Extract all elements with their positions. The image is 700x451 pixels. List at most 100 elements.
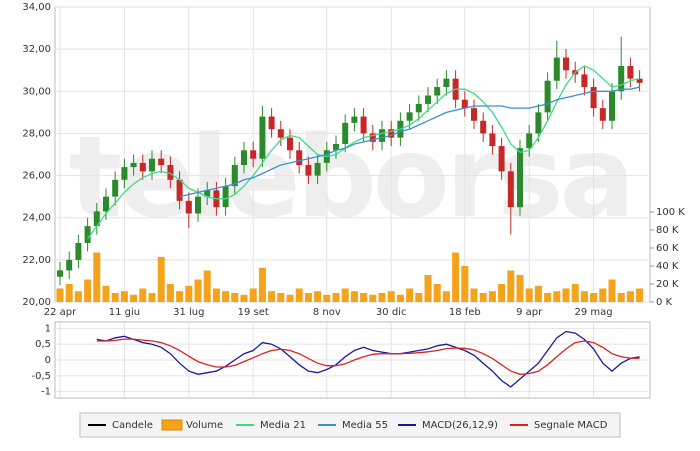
volume-bar (553, 291, 561, 302)
y2-tick-label: 20 K (656, 279, 679, 290)
volume-bar (295, 288, 303, 302)
candle-body (158, 158, 165, 166)
candle-body (139, 162, 146, 172)
volume-bar (148, 293, 156, 302)
volume-bar (268, 291, 276, 302)
y-tick-label: 34,00 (22, 2, 51, 13)
candle-body (103, 196, 109, 212)
x-tick-label: 18 feb (449, 307, 481, 318)
candle-body (517, 148, 523, 208)
candle-body (581, 74, 588, 88)
candle-body (351, 116, 358, 123)
volume-bar (470, 288, 478, 302)
candle-body (333, 143, 339, 151)
volume-bar (194, 279, 202, 302)
candle-body (489, 133, 496, 147)
candle-body (75, 243, 82, 260)
volume-bar (415, 293, 423, 302)
candle-body (369, 133, 376, 142)
candle-body (461, 99, 468, 109)
line-series (96, 338, 640, 375)
volume-bar (314, 291, 322, 302)
volume-bar (341, 288, 349, 302)
volume-bar (369, 294, 377, 302)
macd-tick-label: -1 (41, 387, 51, 398)
volume-bar (56, 288, 64, 302)
volume-bar (516, 275, 524, 302)
volume-bar (525, 288, 533, 302)
volume-bar (608, 279, 616, 302)
volume-bar (74, 291, 82, 302)
volume-bar (176, 291, 184, 302)
volume-bar (249, 288, 257, 302)
macd-tick-label: -0,5 (31, 371, 51, 382)
volume-bar (488, 291, 496, 302)
volume-bar (323, 294, 331, 302)
volume-bar (203, 270, 211, 302)
candle-body (590, 87, 597, 109)
y-tick-label: 22,00 (22, 255, 51, 266)
y2-tick-label: 100 K (656, 207, 685, 218)
legend-label: Segnale MACD (534, 420, 608, 431)
candle-body (268, 116, 275, 130)
candle-body (388, 129, 395, 138)
volume-bar (130, 294, 138, 302)
legend-label: Volume (186, 420, 223, 431)
x-tick-label: 11 giu (109, 307, 140, 318)
x-tick-label: 30 dic (376, 307, 407, 318)
macd-tick-label: 0 (45, 355, 51, 366)
x-tick-label: 19 set (238, 307, 269, 318)
volume-bar (507, 270, 515, 302)
y-tick-label: 32,00 (22, 44, 51, 55)
candle-body (57, 270, 63, 277)
volume-bar (636, 288, 644, 302)
candle-body (415, 103, 422, 113)
volume-bar (626, 291, 634, 302)
candle-body (544, 80, 551, 113)
candle-body (250, 150, 257, 159)
x-tick-label: 22 apr (44, 307, 77, 318)
candle-body (314, 162, 321, 176)
candle-body (277, 129, 284, 138)
volume-bar (562, 288, 570, 302)
volume-bar (387, 291, 395, 302)
candle-body (167, 165, 174, 180)
candle-body (241, 150, 247, 166)
volume-bar (442, 291, 450, 302)
volume-bar (304, 293, 312, 302)
volume-bar (350, 291, 358, 302)
volume-bar (378, 293, 386, 302)
volume-bar (102, 285, 110, 302)
volume-bar (157, 257, 165, 302)
legend-label: Candele (112, 420, 153, 431)
candle-body (526, 133, 533, 149)
candle-body (176, 179, 183, 201)
volume-bar (396, 294, 404, 302)
candle-body (287, 137, 293, 151)
candle-body (231, 165, 238, 187)
candle-body (563, 57, 569, 71)
volume-bar (84, 279, 92, 302)
candle-body (195, 196, 201, 214)
volume-bar (231, 293, 239, 302)
legend-label: Media 21 (260, 420, 306, 431)
y2-tick-label: 60 K (656, 243, 679, 254)
line-series (179, 86, 640, 198)
candle-body (599, 108, 606, 121)
x-tick-label: 29 mag (575, 307, 613, 318)
candle-body (425, 95, 431, 104)
volume-bar (185, 285, 193, 302)
volume-bar (617, 293, 625, 302)
candle-body (121, 167, 128, 180)
y-tick-label: 24,00 (22, 213, 51, 224)
candle-body (342, 122, 349, 144)
volume-bar (461, 266, 469, 302)
line-series (87, 65, 640, 240)
macd-tick-label: 1 (45, 323, 51, 334)
volume-bar (93, 252, 101, 302)
legend-swatch (161, 419, 183, 431)
x-tick-label: 31 lug (173, 307, 204, 318)
candle-body (84, 226, 91, 243)
candle-body (93, 211, 100, 227)
x-tick-label: 9 apr (516, 307, 543, 318)
